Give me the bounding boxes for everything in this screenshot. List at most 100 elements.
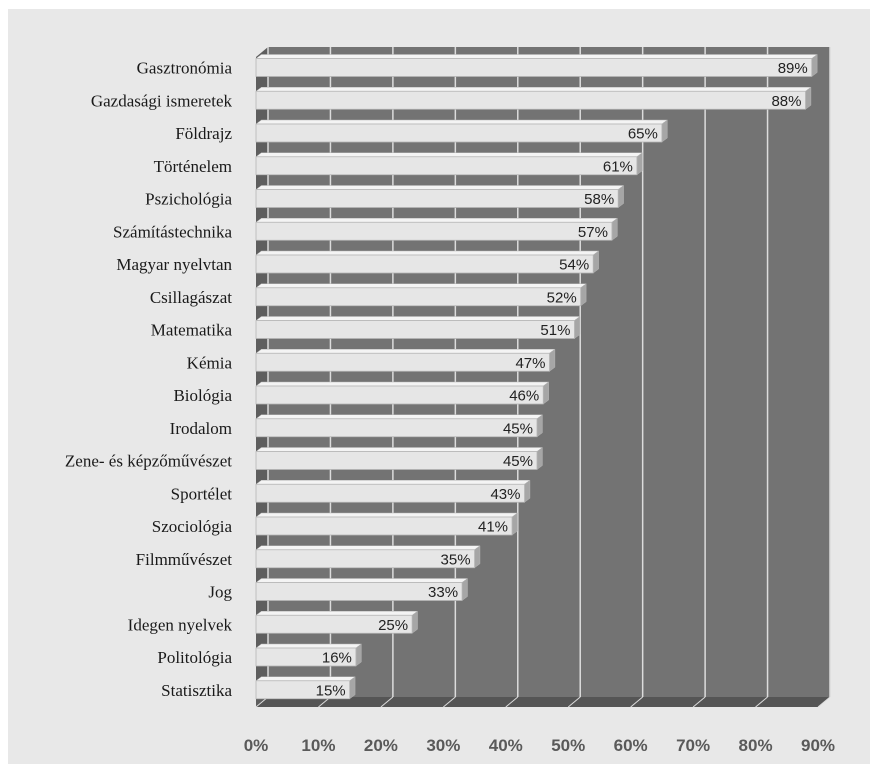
- bar: [255, 254, 594, 274]
- bar-group-3: 65% Földrajz: [175, 119, 669, 143]
- data-label: 41%: [478, 519, 508, 536]
- bar-end-9: [574, 316, 581, 339]
- bar-end-8: [580, 283, 587, 307]
- bar-group-12: 45% Irodalom: [170, 414, 544, 438]
- bar-group-5: 58% Pszichológia: [145, 185, 625, 209]
- floor-gridline-4: [505, 696, 519, 708]
- data-label: 45%: [503, 420, 533, 437]
- x-tick-label: 70%: [676, 736, 710, 755]
- bar: [255, 221, 613, 241]
- bar-top-9: [255, 316, 581, 321]
- bar-group-7: 54% Magyar nyelvtan: [116, 250, 600, 274]
- bar-top-10: [255, 349, 556, 354]
- bar: [255, 418, 538, 438]
- category-label: Csillagászat: [150, 288, 232, 307]
- bar-end-18: [411, 610, 418, 634]
- bar-group-18: 25% Idegen nyelvek: [128, 610, 419, 634]
- bar-end-4: [636, 152, 643, 176]
- data-label: 51%: [540, 322, 570, 339]
- category-label: Magyar nyelvtan: [116, 255, 232, 274]
- bar-end-7: [592, 250, 599, 274]
- data-label: 61%: [603, 158, 633, 175]
- bar-group-15: 41% Szociológia: [152, 512, 519, 536]
- category-label: Biológia: [173, 386, 232, 405]
- bar-top-18: [255, 611, 419, 616]
- category-label: Kémia: [187, 353, 233, 372]
- category-label: Statisztika: [161, 681, 232, 700]
- category-label: Gasztronómia: [137, 59, 233, 78]
- bar-end-5: [617, 185, 624, 208]
- category-label: Jog: [208, 583, 232, 602]
- category-label: Történelem: [154, 157, 232, 176]
- category-label: Matematika: [151, 321, 233, 340]
- data-label: 15%: [316, 682, 346, 699]
- data-label: 57%: [578, 224, 608, 241]
- bar-end-6: [611, 217, 618, 241]
- data-label: 54%: [559, 257, 589, 274]
- bar: [255, 680, 351, 700]
- floor-gridline-6: [630, 696, 643, 708]
- floor-gridline-5: [567, 696, 581, 708]
- bar: [255, 156, 638, 176]
- bar-group-10: 47% Kémia: [187, 348, 556, 372]
- bar-end-16: [474, 545, 481, 569]
- x-tick-label: 50%: [551, 736, 585, 755]
- x-tick-label: 30%: [426, 736, 460, 755]
- bar-group-20: 15% Statisztika: [161, 676, 356, 700]
- bar-top-2: [255, 87, 812, 92]
- data-label: 16%: [322, 650, 352, 667]
- bar-end-19: [355, 643, 362, 667]
- bar-group-1: 89% Gasztronómia: [137, 54, 818, 78]
- bar-group-2: 88% Gazdasági ismeretek: [91, 86, 812, 110]
- bar-group-19: 16% Politológia: [157, 643, 363, 667]
- bar-top-8: [255, 283, 587, 288]
- bar-top-14: [255, 480, 531, 485]
- bar-top-11: [255, 381, 550, 387]
- data-label: 25%: [378, 617, 408, 634]
- bar: [255, 189, 619, 208]
- x-tick-label: 40%: [489, 736, 523, 755]
- bar-end-15: [511, 512, 518, 536]
- floor-gridline-9: [817, 696, 831, 708]
- bar-top-3: [255, 119, 669, 125]
- bar: [255, 483, 525, 503]
- bar: [255, 451, 538, 470]
- bar-group-8: 52% Csillagászat: [150, 283, 587, 307]
- data-label: 46%: [509, 388, 539, 405]
- category-label: Politológia: [157, 648, 232, 667]
- bar-end-12: [536, 414, 543, 438]
- data-label: 89%: [778, 60, 808, 77]
- category-label: Földrajz: [175, 124, 232, 143]
- bar-group-14: 43% Sportélet: [171, 479, 531, 503]
- plot-floor: [256, 697, 830, 707]
- floor-gridline-7: [692, 696, 706, 708]
- bar-top-19: [255, 643, 363, 649]
- category-label: Irodalom: [170, 419, 232, 438]
- bar-group-11: 46% Biológia: [173, 381, 550, 405]
- bar-end-1: [811, 54, 818, 77]
- bar-top-7: [255, 250, 600, 256]
- floor-gridline-3: [443, 696, 456, 708]
- bar-top-5: [255, 185, 625, 190]
- bar: [255, 582, 463, 601]
- category-label: Zene- és képzőművészet: [65, 452, 232, 471]
- bar-top-17: [255, 578, 469, 583]
- bar-end-13: [536, 447, 543, 470]
- bar-top-12: [255, 414, 544, 419]
- category-label: Szociológia: [152, 517, 233, 536]
- bar-group-9: 51% Matematika: [151, 316, 581, 340]
- category-label: Számítástechnika: [113, 222, 232, 241]
- bar-top-20: [255, 676, 356, 681]
- x-tick-label: 10%: [301, 736, 335, 755]
- x-tick-label: 80%: [739, 736, 773, 755]
- category-label: Pszichológia: [145, 190, 232, 209]
- x-tick-label: 90%: [801, 736, 835, 755]
- bar: [255, 90, 806, 110]
- bar-top-4: [255, 152, 644, 157]
- data-label: 33%: [428, 584, 458, 601]
- bar-top-15: [255, 512, 519, 518]
- plot-side-wall: [256, 47, 268, 707]
- bar: [255, 58, 813, 77]
- bar-group-16: 35% Filmművészet: [136, 545, 481, 569]
- data-label: 88%: [771, 93, 801, 110]
